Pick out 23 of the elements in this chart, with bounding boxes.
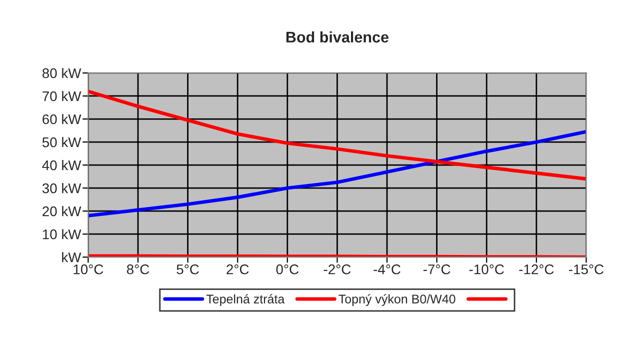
x-tick-label: 2°C: [226, 264, 249, 274]
legend-label: Topný výkon B0/W40: [338, 294, 456, 306]
legend-label: Tepelná ztráta: [206, 294, 285, 306]
x-tick-label: 10°C: [74, 264, 104, 274]
x-tick-label: -10°C: [469, 264, 504, 274]
y-tick-label: 30 kW: [42, 183, 82, 194]
y-tick-label: 10 kW: [42, 229, 82, 240]
x-tick-label: -12°C: [519, 264, 554, 274]
y-tick-label: 60 kW: [42, 114, 82, 124]
x-tick-label: -4°C: [374, 264, 400, 274]
y-tick-label: 40 kW: [42, 160, 82, 170]
x-tick-label: 8°C: [126, 264, 150, 274]
x-tick-label: 0°C: [276, 264, 299, 274]
y-tick-label: 20 kW: [42, 206, 82, 216]
chart-title: Bod bivalence: [286, 31, 388, 43]
x-tick-label: -15°C: [569, 264, 604, 274]
x-tick-label: -7°C: [423, 264, 450, 274]
y-tick-label: 80 kW: [42, 68, 82, 78]
y-tick-label: 50 kW: [42, 136, 82, 148]
y-tick-label: 70 kW: [42, 90, 82, 102]
y-tick-label: kW: [62, 252, 82, 262]
x-tick-label: -2°C: [324, 264, 351, 274]
x-tick-label: 5°C: [176, 264, 199, 274]
